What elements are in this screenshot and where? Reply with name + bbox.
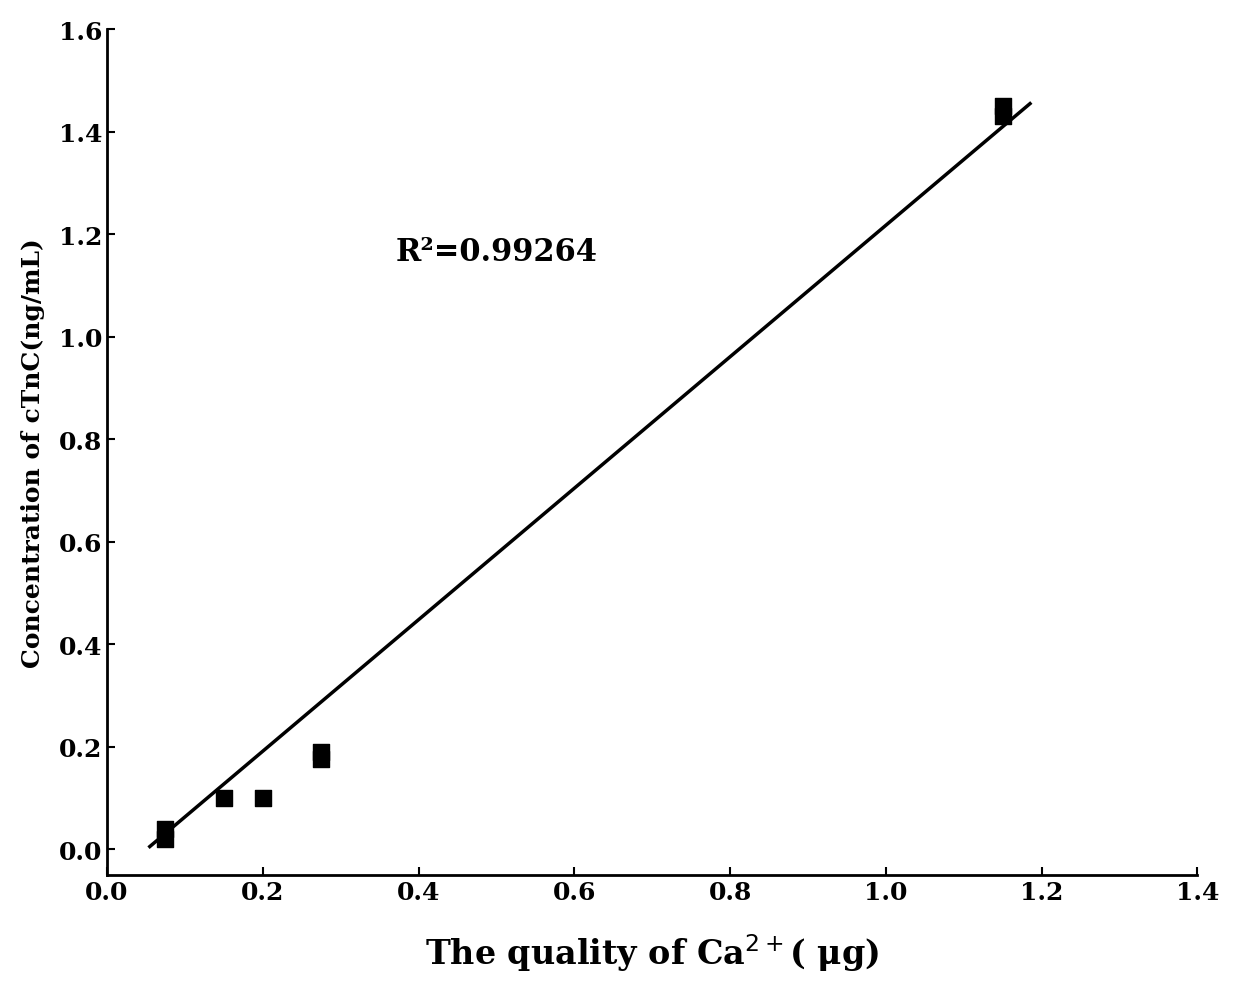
Point: [213, 790, 233, 806]
X-axis label: The quality of Ca$^{2+}$( μg): The quality of Ca$^{2+}$( μg): [425, 931, 879, 973]
Point: [253, 790, 273, 806]
Point: [155, 821, 175, 837]
Point: [993, 99, 1013, 115]
Point: [155, 831, 175, 847]
Y-axis label: Concentration of cTnC(ng/mL): Concentration of cTnC(ng/mL): [21, 238, 45, 667]
Point: [311, 745, 331, 760]
Point: [993, 109, 1013, 125]
Point: [311, 751, 331, 767]
Text: R²=0.99264: R²=0.99264: [396, 237, 598, 267]
